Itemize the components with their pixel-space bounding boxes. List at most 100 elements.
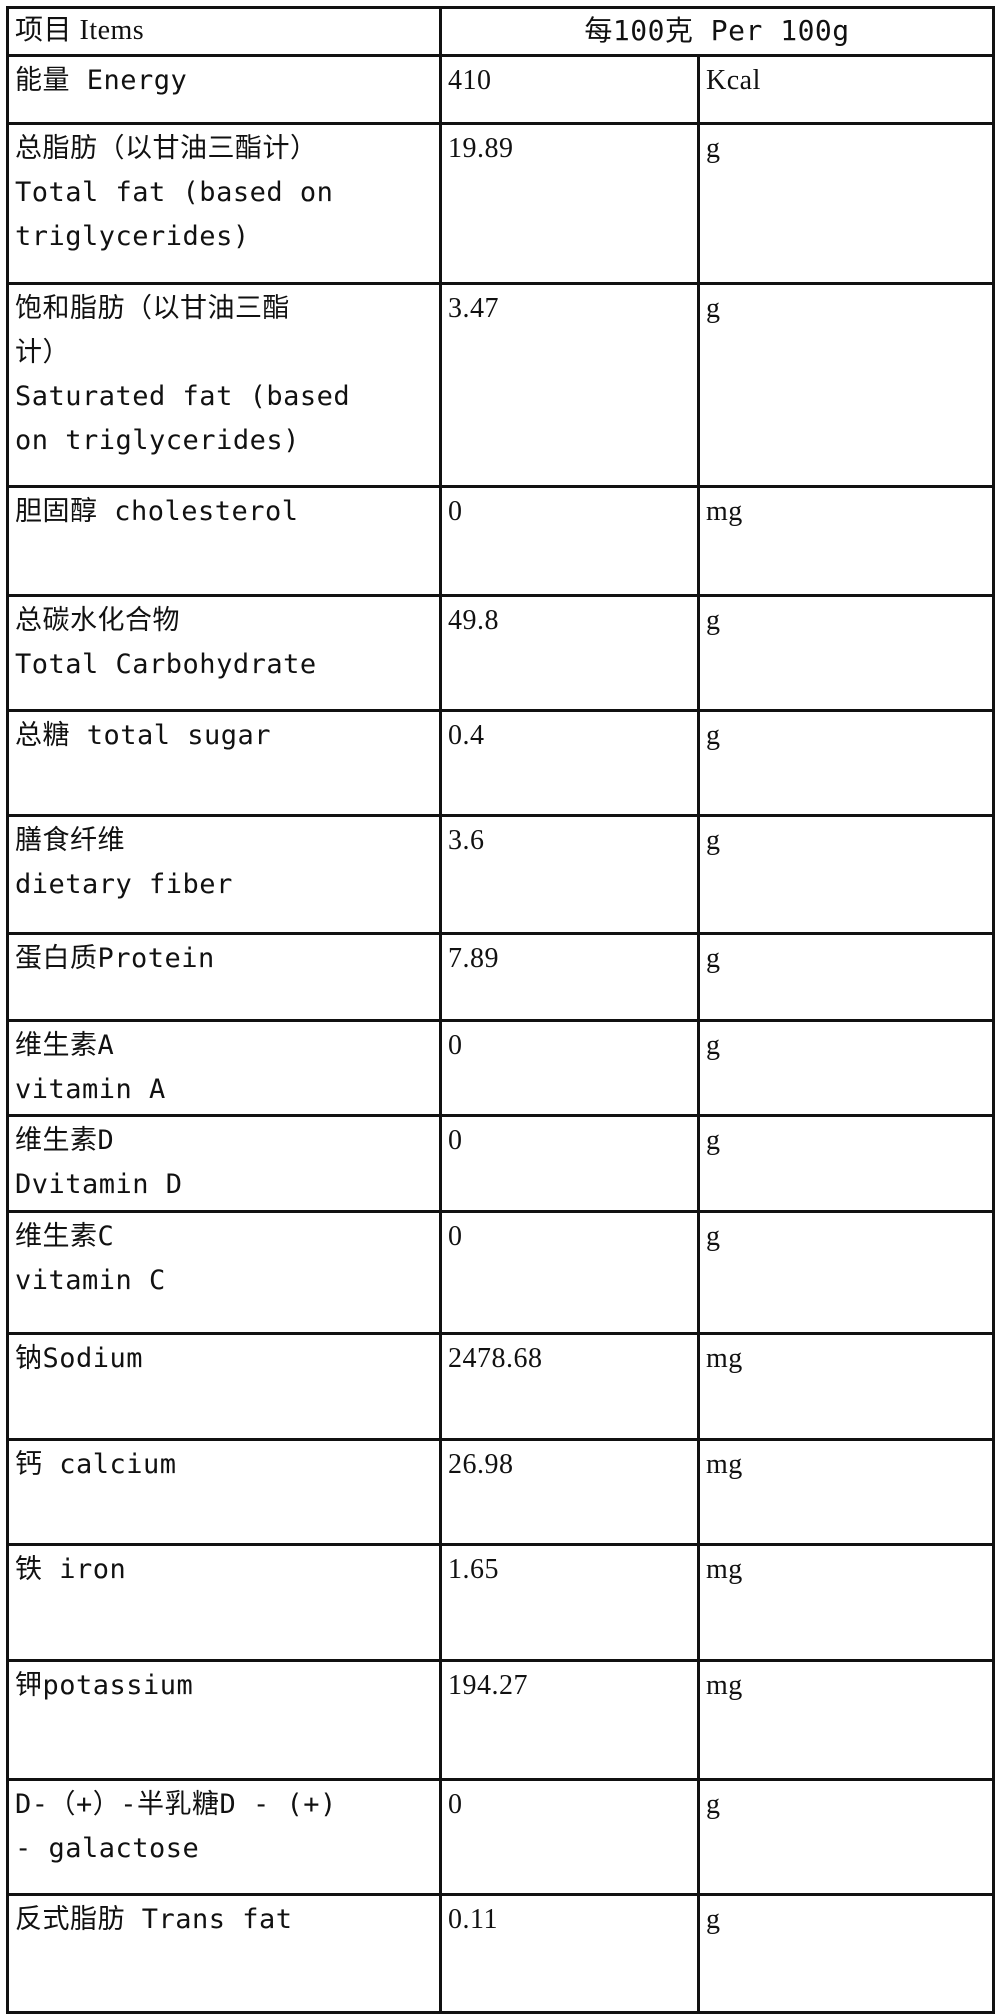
nutrient-name-line: 反式脂肪 Trans fat (15, 1904, 293, 1935)
nutrient-name-line: vitamin A (15, 1074, 166, 1105)
nutrient-unit: g (696, 594, 996, 712)
nutrient-name-line: 钾potassium (15, 1670, 194, 1701)
table-row: 能量 Energy 410 Kcal (6, 54, 996, 125)
nutrient-name-line: vitamin C (15, 1265, 166, 1296)
nutrient-name: 钾potassium (6, 1659, 442, 1781)
table-row: 铁 iron 1.65 mg (6, 1543, 996, 1662)
nutrient-unit: g (696, 932, 996, 1022)
nutrient-name: D-（+）-半乳糖D - (+) - galactose (6, 1778, 442, 1896)
nutrient-value: 0.4 (439, 709, 700, 817)
nutrient-name-line: triglycerides) (15, 221, 250, 252)
items-header: 项目 Items (6, 6, 442, 57)
nutrition-table: 项目 Items 每100克 Per 100g 能量 Energy 410 Kcal… (6, 6, 996, 2014)
table-row: 总碳水化合物 Total Carbohydrate 49.8 g (6, 594, 996, 712)
nutrient-name: 总脂肪（以甘油三酯计） Total fat (based on triglyceri… (6, 122, 442, 285)
nutrient-unit: g (696, 814, 996, 935)
nutrient-value: 7.89 (439, 932, 700, 1022)
nutrient-name-line: on triglycerides) (15, 425, 300, 456)
table-row: 总脂肪（以甘油三酯计） Total fat (based on triglyceri… (6, 122, 996, 285)
nutrient-name-line: 总脂肪（以甘油三酯计） (15, 133, 318, 164)
nutrient-unit: mg (696, 1659, 996, 1781)
nutrient-unit: g (696, 122, 996, 285)
nutrient-unit: g (696, 282, 996, 488)
nutrient-value: 0.11 (439, 1893, 700, 2014)
nutrient-unit: g (696, 1893, 996, 2014)
nutrient-name: 维生素D Dvitamin D (6, 1114, 442, 1213)
nutrient-name: 维生素A vitamin A (6, 1019, 442, 1117)
nutrient-name: 能量 Energy (6, 54, 442, 125)
nutrient-name-line: 饱和脂肪（以甘油三酯 (15, 293, 290, 324)
nutrient-name: 饱和脂肪（以甘油三酯 计） Saturated fat (based on trigl… (6, 282, 442, 488)
nutrient-name-line: Saturated fat (based (15, 381, 351, 412)
nutrient-unit: g (696, 1114, 996, 1213)
nutrient-name: 维生素C vitamin C (6, 1210, 442, 1335)
nutrient-value: 2478.68 (439, 1332, 700, 1441)
per-100g-header: 每100克 Per 100g (438, 6, 996, 57)
nutrient-unit: mg (696, 1543, 996, 1662)
nutrient-name-line: 蛋白质Protein (15, 943, 215, 974)
nutrient-value: 3.47 (439, 282, 700, 488)
table-row: 饱和脂肪（以甘油三酯 计） Saturated fat (based on trigl… (6, 282, 996, 488)
header-row: 项目 Items 每100克 Per 100g (6, 6, 996, 57)
nutrient-value: 3.6 (439, 814, 700, 935)
table-row: 总糖 total sugar 0.4 g (6, 709, 996, 817)
nutrient-name-line: 总糖 total sugar (15, 720, 272, 751)
nutrient-name: 钙 calcium (6, 1438, 442, 1546)
nutrient-name: 总碳水化合物 Total Carbohydrate (6, 594, 442, 712)
table-row: D-（+）-半乳糖D - (+) - galactose 0 g (6, 1778, 996, 1896)
nutrient-value: 1.65 (439, 1543, 700, 1662)
nutrient-name-line: 钙 calcium (15, 1449, 177, 1480)
nutrient-name-line: 胆固醇 cholesterol (15, 496, 299, 527)
nutrient-name-line: 能量 Energy (15, 65, 188, 96)
nutrient-unit: g (696, 709, 996, 817)
nutrient-name: 蛋白质Protein (6, 932, 442, 1022)
nutrient-name: 钠Sodium (6, 1332, 442, 1441)
table-row: 胆固醇 cholesterol 0 mg (6, 485, 996, 597)
nutrient-value: 0 (439, 1210, 700, 1335)
nutrient-unit: g (696, 1210, 996, 1335)
table-row: 反式脂肪 Trans fat 0.11 g (6, 1893, 996, 2014)
nutrient-name-line: Total fat (based on (15, 177, 334, 208)
table-row: 钙 calcium 26.98 mg (6, 1438, 996, 1546)
nutrient-value: 0 (439, 1019, 700, 1117)
nutrient-value: 19.89 (439, 122, 700, 285)
nutrient-name-line: 总碳水化合物 (15, 605, 180, 636)
nutrient-name-line: 计） (15, 337, 70, 368)
nutrient-name-line: 铁 iron (15, 1554, 127, 1585)
nutrient-value: 26.98 (439, 1438, 700, 1546)
table-row: 钾potassium 194.27 mg (6, 1659, 996, 1781)
nutrient-value: 0 (439, 1778, 700, 1896)
nutrient-name: 反式脂肪 Trans fat (6, 1893, 442, 2014)
nutrient-name: 铁 iron (6, 1543, 442, 1662)
nutrient-name-line: 维生素D (15, 1125, 115, 1156)
nutrient-value: 0 (439, 485, 700, 597)
nutrient-value: 410 (439, 54, 700, 125)
nutrient-value: 194.27 (439, 1659, 700, 1781)
nutrient-unit: mg (696, 485, 996, 597)
nutrient-unit: mg (696, 1332, 996, 1441)
nutrient-name: 胆固醇 cholesterol (6, 485, 442, 597)
nutrient-name: 总糖 total sugar (6, 709, 442, 817)
table-row: 蛋白质Protein 7.89 g (6, 932, 996, 1022)
nutrient-unit: g (696, 1019, 996, 1117)
nutrient-name-line: 维生素A (15, 1030, 115, 1061)
nutrient-name-line: D-（+）-半乳糖D - (+) (15, 1789, 337, 1820)
nutrient-name-line: - galactose (15, 1833, 200, 1864)
nutrient-name-line: Dvitamin D (15, 1169, 183, 1200)
nutrient-name-line: 钠Sodium (15, 1343, 144, 1374)
nutrient-name-line: dietary fiber (15, 869, 233, 900)
table-row: 膳食纤维 dietary fiber 3.6 g (6, 814, 996, 935)
table-row: 钠Sodium 2478.68 mg (6, 1332, 996, 1441)
nutrient-unit: Kcal (696, 54, 996, 125)
nutrient-name-line: 膳食纤维 (15, 825, 125, 856)
nutrient-unit: mg (696, 1438, 996, 1546)
nutrient-value: 49.8 (439, 594, 700, 712)
nutrient-unit: g (696, 1778, 996, 1896)
nutrient-name: 膳食纤维 dietary fiber (6, 814, 442, 935)
nutrient-name-line: 维生素C (15, 1221, 115, 1252)
nutrient-value: 0 (439, 1114, 700, 1213)
nutrient-name-line: Total Carbohydrate (15, 649, 317, 680)
